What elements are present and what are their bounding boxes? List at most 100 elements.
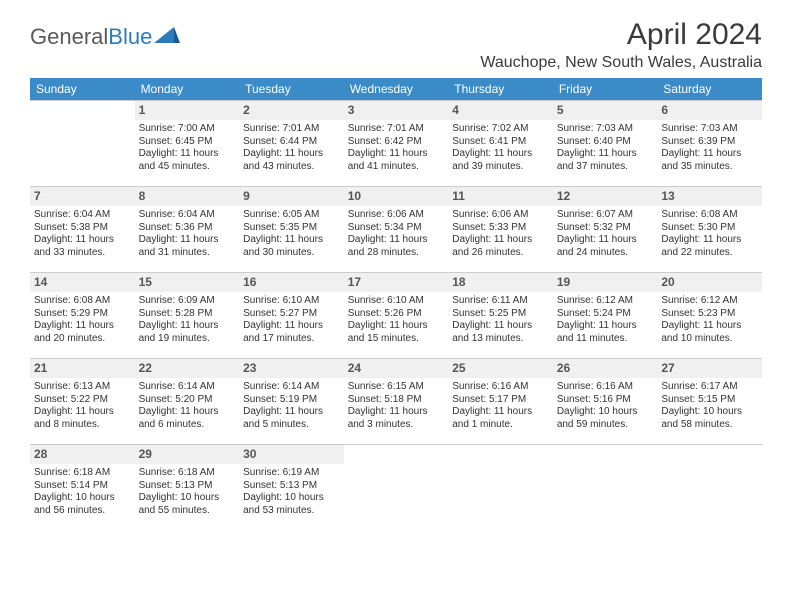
calendar-week-row: 7Sunrise: 6:04 AMSunset: 5:38 PMDaylight… <box>30 187 762 273</box>
day-detail-line: Sunset: 5:22 PM <box>34 394 131 407</box>
day-detail-line: Daylight: 11 hours and 8 minutes. <box>34 406 131 431</box>
day-details: Sunrise: 6:11 AMSunset: 5:25 PMDaylight:… <box>452 294 549 345</box>
calendar-cell: 28Sunrise: 6:18 AMSunset: 5:14 PMDayligh… <box>30 445 135 531</box>
calendar-cell: 7Sunrise: 6:04 AMSunset: 5:38 PMDaylight… <box>30 187 135 273</box>
day-detail-line: Sunrise: 6:14 AM <box>139 381 236 394</box>
day-detail-line: Daylight: 10 hours and 59 minutes. <box>557 406 654 431</box>
calendar-week-row: 14Sunrise: 6:08 AMSunset: 5:29 PMDayligh… <box>30 273 762 359</box>
day-number: 20 <box>657 273 762 292</box>
day-number: 17 <box>344 273 449 292</box>
day-number: 11 <box>448 187 553 206</box>
calendar-cell: 14Sunrise: 6:08 AMSunset: 5:29 PMDayligh… <box>30 273 135 359</box>
day-detail-line: Sunrise: 7:03 AM <box>661 123 758 136</box>
day-detail-line: Daylight: 11 hours and 28 minutes. <box>348 234 445 259</box>
day-detail-line: Sunrise: 6:09 AM <box>139 295 236 308</box>
day-detail-line: Sunset: 5:16 PM <box>557 394 654 407</box>
calendar-cell: 25Sunrise: 6:16 AMSunset: 5:17 PMDayligh… <box>448 359 553 445</box>
day-details: Sunrise: 7:02 AMSunset: 6:41 PMDaylight:… <box>452 122 549 173</box>
day-detail-line: Sunset: 5:13 PM <box>243 480 340 493</box>
weekday-header: Thursday <box>448 78 553 101</box>
day-detail-line: Sunset: 6:44 PM <box>243 136 340 149</box>
month-title: April 2024 <box>480 18 762 52</box>
day-number: 28 <box>30 445 135 464</box>
weekday-header: Sunday <box>30 78 135 101</box>
day-detail-line: Sunset: 5:19 PM <box>243 394 340 407</box>
day-detail-line: Daylight: 11 hours and 26 minutes. <box>452 234 549 259</box>
calendar-cell: 10Sunrise: 6:06 AMSunset: 5:34 PMDayligh… <box>344 187 449 273</box>
day-number: 12 <box>553 187 658 206</box>
day-detail-line: Sunset: 5:15 PM <box>661 394 758 407</box>
header: GeneralBlue April 2024 Wauchope, New Sou… <box>30 18 762 72</box>
day-details: Sunrise: 7:01 AMSunset: 6:44 PMDaylight:… <box>243 122 340 173</box>
calendar-cell: 18Sunrise: 6:11 AMSunset: 5:25 PMDayligh… <box>448 273 553 359</box>
day-detail-line: Sunrise: 6:06 AM <box>452 209 549 222</box>
calendar-cell: 20Sunrise: 6:12 AMSunset: 5:23 PMDayligh… <box>657 273 762 359</box>
calendar-cell: 21Sunrise: 6:13 AMSunset: 5:22 PMDayligh… <box>30 359 135 445</box>
day-details: Sunrise: 6:09 AMSunset: 5:28 PMDaylight:… <box>139 294 236 345</box>
calendar-cell: 24Sunrise: 6:15 AMSunset: 5:18 PMDayligh… <box>344 359 449 445</box>
day-detail-line: Sunrise: 6:16 AM <box>452 381 549 394</box>
day-detail-line: Daylight: 11 hours and 31 minutes. <box>139 234 236 259</box>
day-detail-line: Sunrise: 6:08 AM <box>34 295 131 308</box>
day-number: 3 <box>344 101 449 120</box>
calendar-cell: 11Sunrise: 6:06 AMSunset: 5:33 PMDayligh… <box>448 187 553 273</box>
day-number: 26 <box>553 359 658 378</box>
day-detail-line: Sunset: 6:40 PM <box>557 136 654 149</box>
weekday-header: Friday <box>553 78 658 101</box>
day-detail-line: Daylight: 11 hours and 45 minutes. <box>139 148 236 173</box>
day-details: Sunrise: 6:14 AMSunset: 5:20 PMDaylight:… <box>139 380 236 431</box>
day-detail-line: Sunset: 5:17 PM <box>452 394 549 407</box>
calendar-week-row: 21Sunrise: 6:13 AMSunset: 5:22 PMDayligh… <box>30 359 762 445</box>
day-detail-line: Daylight: 10 hours and 55 minutes. <box>139 492 236 517</box>
logo-text-2: Blue <box>108 24 152 49</box>
day-details: Sunrise: 6:07 AMSunset: 5:32 PMDaylight:… <box>557 208 654 259</box>
calendar-cell <box>657 445 762 531</box>
day-details: Sunrise: 6:16 AMSunset: 5:16 PMDaylight:… <box>557 380 654 431</box>
calendar-table: SundayMondayTuesdayWednesdayThursdayFrid… <box>30 78 762 531</box>
day-detail-line: Sunset: 6:42 PM <box>348 136 445 149</box>
day-detail-line: Sunrise: 6:04 AM <box>139 209 236 222</box>
day-detail-line: Sunset: 5:25 PM <box>452 308 549 321</box>
day-detail-line: Daylight: 11 hours and 35 minutes. <box>661 148 758 173</box>
day-details: Sunrise: 7:03 AMSunset: 6:40 PMDaylight:… <box>557 122 654 173</box>
day-number: 1 <box>135 101 240 120</box>
day-detail-line: Daylight: 11 hours and 13 minutes. <box>452 320 549 345</box>
day-details: Sunrise: 6:10 AMSunset: 5:26 PMDaylight:… <box>348 294 445 345</box>
day-detail-line: Sunrise: 6:13 AM <box>34 381 131 394</box>
day-detail-line: Daylight: 11 hours and 24 minutes. <box>557 234 654 259</box>
day-detail-line: Sunrise: 7:01 AM <box>243 123 340 136</box>
calendar-cell <box>553 445 658 531</box>
day-detail-line: Sunrise: 6:18 AM <box>139 467 236 480</box>
calendar-body: 1 Sunrise: 7:00 AMSunset: 6:45 PMDaylight… <box>30 101 762 531</box>
day-details: Sunrise: 6:13 AMSunset: 5:22 PMDaylight:… <box>34 380 131 431</box>
day-detail-line: Sunrise: 6:04 AM <box>34 209 131 222</box>
day-details: Sunrise: 6:04 AMSunset: 5:36 PMDaylight:… <box>139 208 236 259</box>
day-number: 10 <box>344 187 449 206</box>
day-detail-line: Sunrise: 7:02 AM <box>452 123 549 136</box>
calendar-cell: 3Sunrise: 7:01 AMSunset: 6:42 PMDaylight… <box>344 101 449 187</box>
weekday-header: Monday <box>135 78 240 101</box>
day-details: Sunrise: 7:03 AMSunset: 6:39 PMDaylight:… <box>661 122 758 173</box>
day-details: Sunrise: 7:00 AMSunset: 6:45 PMDaylight:… <box>139 122 236 173</box>
day-detail-line: Sunset: 5:38 PM <box>34 222 131 235</box>
logo-text-1: General <box>30 24 108 49</box>
day-detail-line: Daylight: 11 hours and 22 minutes. <box>661 234 758 259</box>
calendar-cell: 12 Sunrise: 6:07 AMSunset: 5:32 PMDayligh… <box>553 187 658 273</box>
weekday-header: Saturday <box>657 78 762 101</box>
day-detail-line: Sunset: 5:36 PM <box>139 222 236 235</box>
title-block: April 2024 Wauchope, New South Wales, Au… <box>480 18 762 72</box>
day-number: 19 <box>553 273 658 292</box>
day-detail-line: Daylight: 11 hours and 3 minutes. <box>348 406 445 431</box>
day-number: 5 <box>553 101 658 120</box>
day-detail-line: Sunrise: 6:11 AM <box>452 295 549 308</box>
day-details: Sunrise: 6:12 AMSunset: 5:24 PMDaylight:… <box>557 294 654 345</box>
day-detail-line: Sunset: 5:24 PM <box>557 308 654 321</box>
day-detail-line: Sunset: 5:34 PM <box>348 222 445 235</box>
calendar-cell: 9Sunrise: 6:05 AMSunset: 5:35 PMDaylight… <box>239 187 344 273</box>
day-detail-line: Sunrise: 6:15 AM <box>348 381 445 394</box>
day-detail-line: Sunrise: 6:12 AM <box>557 295 654 308</box>
day-detail-line: Sunrise: 6:12 AM <box>661 295 758 308</box>
day-detail-line: Sunset: 5:13 PM <box>139 480 236 493</box>
day-detail-line: Sunrise: 6:07 AM <box>557 209 654 222</box>
day-detail-line: Daylight: 10 hours and 58 minutes. <box>661 406 758 431</box>
